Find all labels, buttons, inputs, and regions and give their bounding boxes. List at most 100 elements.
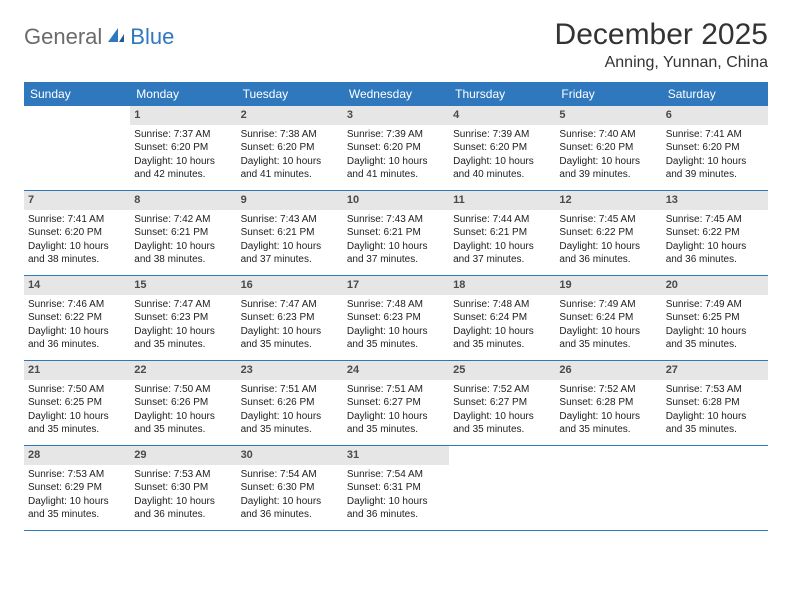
sunrise-text: Sunrise: 7:38 AM: [241, 128, 339, 142]
daylight-text: Daylight: 10 hours and 35 minutes.: [134, 325, 232, 352]
day-number: 21: [24, 361, 130, 380]
day-cell: [662, 446, 768, 530]
week-row: 14Sunrise: 7:46 AMSunset: 6:22 PMDayligh…: [24, 276, 768, 361]
daylight-text: Daylight: 10 hours and 41 minutes.: [241, 155, 339, 182]
day-cell: 13Sunrise: 7:45 AMSunset: 6:22 PMDayligh…: [662, 191, 768, 275]
day-cell: 23 Sunrise: 7:51 AMSunset: 6:26 PMDayligh…: [237, 361, 343, 445]
week-row: 1Sunrise: 7:37 AMSunset: 6:20 PMDaylight…: [24, 106, 768, 191]
day-cell: [555, 446, 661, 530]
sunrise-text: Sunrise: 7:45 AM: [559, 213, 657, 227]
sunrise-text: Sunrise: 7:41 AM: [666, 128, 764, 142]
daylight-text: Daylight: 10 hours and 35 minutes.: [28, 410, 126, 437]
day-cell: 26Sunrise: 7:52 AMSunset: 6:28 PMDayligh…: [555, 361, 661, 445]
daylight-text: Daylight: 10 hours and 35 minutes.: [241, 410, 339, 437]
day-number: 16: [237, 276, 343, 295]
day-cell: 20Sunrise: 7:49 AMSunset: 6:25 PMDayligh…: [662, 276, 768, 360]
day-number: 10: [343, 191, 449, 210]
sunrise-text: Sunrise: 7:53 AM: [134, 468, 232, 482]
page-header: General Blue December 2025 Anning, Yunna…: [24, 18, 768, 72]
week-row: 7Sunrise: 7:41 AMSunset: 6:20 PMDaylight…: [24, 191, 768, 276]
sunrise-text: Sunrise: 7:42 AM: [134, 213, 232, 227]
daylight-text: Daylight: 10 hours and 36 minutes.: [666, 240, 764, 267]
sunrise-text: Sunrise: 7:39 AM: [453, 128, 551, 142]
sunrise-text: Sunrise: 7:49 AM: [666, 298, 764, 312]
weekday-header: Friday: [555, 82, 661, 106]
sunrise-text: Sunrise: 7:54 AM: [347, 468, 445, 482]
day-number: 13: [662, 191, 768, 210]
day-cell: 12Sunrise: 7:45 AMSunset: 6:22 PMDayligh…: [555, 191, 661, 275]
day-number: 25: [449, 361, 555, 380]
sunset-text: Sunset: 6:27 PM: [347, 396, 445, 410]
sunrise-text: Sunrise: 7:50 AM: [28, 383, 126, 397]
daylight-text: Daylight: 10 hours and 35 minutes.: [453, 410, 551, 437]
daylight-text: Daylight: 10 hours and 37 minutes.: [241, 240, 339, 267]
day-cell: 25 Sunrise: 7:52 AMSunset: 6:27 PMDayligh…: [449, 361, 555, 445]
day-number: 4: [449, 106, 555, 125]
day-number: 7: [24, 191, 130, 210]
day-number: 6: [662, 106, 768, 125]
sunrise-text: Sunrise: 7:53 AM: [28, 468, 126, 482]
sunset-text: Sunset: 6:20 PM: [666, 141, 764, 155]
day-number: 5: [555, 106, 661, 125]
day-number: 2: [237, 106, 343, 125]
sunset-text: Sunset: 6:30 PM: [134, 481, 232, 495]
sunrise-text: Sunrise: 7:52 AM: [453, 383, 551, 397]
sunset-text: Sunset: 6:20 PM: [559, 141, 657, 155]
sunset-text: Sunset: 6:28 PM: [666, 396, 764, 410]
daylight-text: Daylight: 10 hours and 39 minutes.: [666, 155, 764, 182]
sunset-text: Sunset: 6:20 PM: [347, 141, 445, 155]
daylight-text: Daylight: 10 hours and 35 minutes.: [347, 410, 445, 437]
day-number: 22: [130, 361, 236, 380]
sunset-text: Sunset: 6:25 PM: [28, 396, 126, 410]
daylight-text: Daylight: 10 hours and 36 minutes.: [134, 495, 232, 522]
sunset-text: Sunset: 6:31 PM: [347, 481, 445, 495]
daylight-text: Daylight: 10 hours and 36 minutes.: [559, 240, 657, 267]
sunrise-text: Sunrise: 7:51 AM: [241, 383, 339, 397]
calendar-grid: Sunday Monday Tuesday Wednesday Thursday…: [24, 82, 768, 531]
sunrise-text: Sunrise: 7:47 AM: [241, 298, 339, 312]
sunrise-text: Sunrise: 7:50 AM: [134, 383, 232, 397]
day-cell: 14Sunrise: 7:46 AMSunset: 6:22 PMDayligh…: [24, 276, 130, 360]
day-cell: 24Sunrise: 7:51 AMSunset: 6:27 PMDayligh…: [343, 361, 449, 445]
sunrise-text: Sunrise: 7:44 AM: [453, 213, 551, 227]
location-subtitle: Anning, Yunnan, China: [555, 54, 768, 72]
sunset-text: Sunset: 6:26 PM: [241, 396, 339, 410]
day-number: 31: [343, 446, 449, 465]
day-number: 27: [662, 361, 768, 380]
sunrise-text: Sunrise: 7:47 AM: [134, 298, 232, 312]
day-cell: 21 Sunrise: 7:50 AMSunset: 6:25 PMDayligh…: [24, 361, 130, 445]
sunrise-text: Sunrise: 7:41 AM: [28, 213, 126, 227]
daylight-text: Daylight: 10 hours and 35 minutes.: [134, 410, 232, 437]
brand-name-1: General: [24, 24, 102, 50]
day-number: 20: [662, 276, 768, 295]
day-number: 23: [237, 361, 343, 380]
day-cell: 19Sunrise: 7:49 AMSunset: 6:24 PMDayligh…: [555, 276, 661, 360]
sunrise-text: Sunrise: 7:37 AM: [134, 128, 232, 142]
daylight-text: Daylight: 10 hours and 35 minutes.: [666, 325, 764, 352]
day-cell: [24, 106, 130, 190]
sunset-text: Sunset: 6:27 PM: [453, 396, 551, 410]
day-number: 17: [343, 276, 449, 295]
sunset-text: Sunset: 6:30 PM: [241, 481, 339, 495]
day-number: 8: [130, 191, 236, 210]
sunset-text: Sunset: 6:20 PM: [241, 141, 339, 155]
sunset-text: Sunset: 6:23 PM: [134, 311, 232, 325]
sunrise-text: Sunrise: 7:40 AM: [559, 128, 657, 142]
sunset-text: Sunset: 6:21 PM: [134, 226, 232, 240]
day-number: 15: [130, 276, 236, 295]
weekday-header: Tuesday: [237, 82, 343, 106]
day-cell: 4Sunrise: 7:39 AMSunset: 6:20 PMDaylight…: [449, 106, 555, 190]
week-row: 28Sunrise: 7:53 AMSunset: 6:29 PMDayligh…: [24, 446, 768, 531]
sunset-text: Sunset: 6:23 PM: [241, 311, 339, 325]
daylight-text: Daylight: 10 hours and 35 minutes.: [347, 325, 445, 352]
sunset-text: Sunset: 6:24 PM: [559, 311, 657, 325]
sunrise-text: Sunrise: 7:43 AM: [241, 213, 339, 227]
daylight-text: Daylight: 10 hours and 40 minutes.: [453, 155, 551, 182]
day-cell: [449, 446, 555, 530]
day-number: 11: [449, 191, 555, 210]
sunrise-text: Sunrise: 7:48 AM: [453, 298, 551, 312]
daylight-text: Daylight: 10 hours and 41 minutes.: [347, 155, 445, 182]
week-row: 21Sunrise: 7:50 AMSunset: 6:25 PMDayligh…: [24, 361, 768, 446]
daylight-text: Daylight: 10 hours and 35 minutes.: [559, 325, 657, 352]
sunrise-text: Sunrise: 7:52 AM: [559, 383, 657, 397]
